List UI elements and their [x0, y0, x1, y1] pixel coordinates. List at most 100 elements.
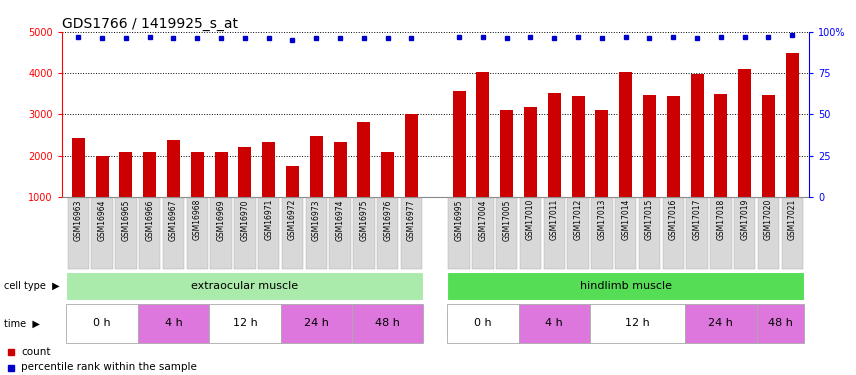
Bar [72, 138, 85, 197]
Text: GSM16977: GSM16977 [407, 199, 416, 241]
Bar [591, 198, 613, 269]
Text: GSM17016: GSM17016 [669, 199, 678, 240]
Text: GSM17015: GSM17015 [645, 199, 654, 240]
Bar [500, 110, 514, 197]
Bar [519, 304, 590, 343]
Bar [714, 94, 728, 197]
Bar [757, 304, 804, 343]
Text: GSM17004: GSM17004 [479, 199, 487, 241]
Bar [187, 198, 208, 269]
Bar [215, 152, 228, 197]
Bar [310, 136, 323, 197]
Bar [282, 198, 303, 269]
Bar [67, 272, 424, 300]
Text: GSM16964: GSM16964 [98, 199, 107, 241]
Text: 48 h: 48 h [375, 318, 400, 328]
Bar [238, 147, 252, 197]
Bar [405, 114, 418, 197]
Bar [639, 198, 660, 269]
Bar [286, 165, 299, 197]
Bar [377, 198, 398, 269]
Bar [687, 198, 708, 269]
Bar [209, 304, 281, 343]
Bar [96, 156, 109, 197]
Bar [667, 96, 680, 197]
Bar [643, 94, 656, 197]
Bar [447, 304, 519, 343]
Text: GSM17021: GSM17021 [788, 199, 797, 240]
Text: GDS1766 / 1419925_s_at: GDS1766 / 1419925_s_at [62, 17, 238, 31]
Text: GSM17019: GSM17019 [740, 199, 749, 240]
Bar [734, 198, 755, 269]
Text: GSM17014: GSM17014 [621, 199, 630, 240]
Text: GSM17010: GSM17010 [526, 199, 535, 240]
Bar [281, 304, 352, 343]
Bar [67, 304, 138, 343]
Text: GSM17018: GSM17018 [716, 199, 725, 240]
Bar [568, 198, 589, 269]
Text: 4 h: 4 h [545, 318, 563, 328]
Bar [306, 198, 327, 269]
Bar [619, 72, 633, 197]
Bar [590, 304, 685, 343]
Text: 12 h: 12 h [233, 318, 258, 328]
Bar [119, 152, 133, 197]
Text: GSM16974: GSM16974 [336, 199, 345, 241]
Text: count: count [21, 347, 51, 357]
Text: hindlimb muscle: hindlimb muscle [580, 281, 672, 291]
Text: GSM17012: GSM17012 [574, 199, 583, 240]
Text: 0 h: 0 h [474, 318, 491, 328]
Text: GSM17020: GSM17020 [764, 199, 773, 240]
Bar [68, 198, 89, 269]
Bar [758, 198, 779, 269]
Bar [762, 95, 775, 197]
Text: GSM16969: GSM16969 [217, 199, 226, 241]
Bar [116, 198, 137, 269]
Bar [354, 198, 375, 269]
Bar [496, 198, 517, 269]
Text: GSM16970: GSM16970 [241, 199, 249, 241]
Bar [572, 96, 585, 197]
Text: 48 h: 48 h [768, 318, 793, 328]
Bar [738, 69, 752, 197]
Bar [401, 198, 422, 269]
Bar [544, 198, 565, 269]
Bar [352, 304, 424, 343]
Bar [167, 140, 180, 197]
Bar [524, 107, 537, 197]
Text: 0 h: 0 h [93, 318, 111, 328]
Bar [786, 53, 799, 197]
Text: GSM16995: GSM16995 [455, 199, 464, 241]
Bar [449, 198, 470, 269]
Bar [615, 198, 636, 269]
Bar [262, 142, 276, 197]
Bar [163, 198, 184, 269]
Bar [473, 198, 494, 269]
Bar [211, 198, 232, 269]
Text: cell type  ▶: cell type ▶ [4, 281, 60, 291]
Text: GSM16968: GSM16968 [193, 199, 202, 240]
Bar [453, 91, 466, 197]
Bar [139, 198, 160, 269]
Text: GSM16966: GSM16966 [146, 199, 154, 241]
Text: GSM17013: GSM17013 [597, 199, 606, 240]
Text: GSM16972: GSM16972 [288, 199, 297, 240]
Text: 12 h: 12 h [625, 318, 650, 328]
Bar [782, 198, 803, 269]
Text: 4 h: 4 h [164, 318, 182, 328]
Text: 24 h: 24 h [709, 318, 734, 328]
Bar [685, 304, 757, 343]
Text: time  ▶: time ▶ [4, 318, 40, 328]
Text: extraocular muscle: extraocular muscle [192, 281, 299, 291]
Bar [330, 198, 351, 269]
Bar [691, 74, 704, 197]
Text: GSM17005: GSM17005 [502, 199, 511, 241]
Text: GSM17011: GSM17011 [550, 199, 559, 240]
Bar [357, 122, 371, 197]
Text: GSM17017: GSM17017 [693, 199, 702, 240]
Text: 24 h: 24 h [304, 318, 329, 328]
Bar [138, 304, 209, 343]
Bar [381, 152, 395, 197]
Bar [663, 198, 684, 269]
Bar [334, 142, 347, 197]
